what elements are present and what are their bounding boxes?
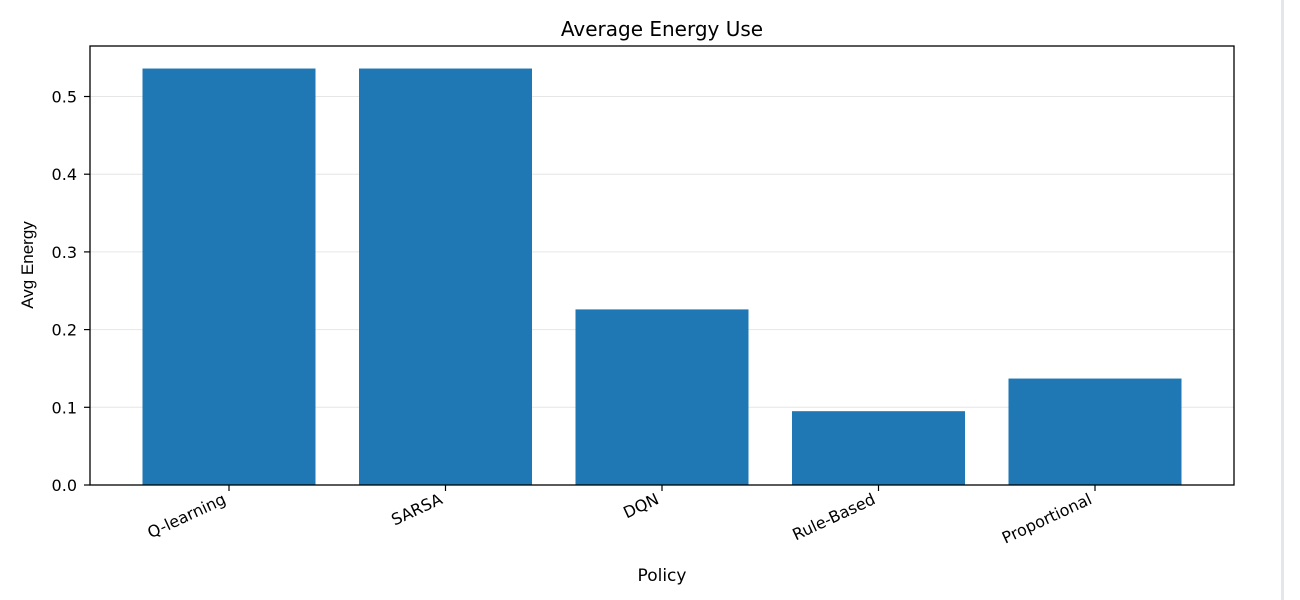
y-tick-label: 0.1 [52,398,77,417]
y-tick-label: 0.4 [52,165,77,184]
bar-q-learning [142,68,316,485]
y-tick-label: 0.2 [52,321,77,340]
y-tick-label: 0.0 [52,476,77,495]
bar-sarsa [359,68,532,485]
y-tick-label: 0.3 [52,243,77,262]
y-axis-label: Avg Energy [18,221,37,309]
bars [142,68,1182,485]
x-axis-label: Policy [638,566,687,586]
bar-rule-based [792,411,965,485]
y-tick-label: 0.5 [52,88,77,107]
window-right-edge [1281,0,1284,600]
y-axis-ticks: 0.0 0.1 0.2 0.3 0.4 0.5 [52,88,90,495]
chart-title: Average Energy Use [561,17,763,41]
bar-proportional [1008,378,1182,485]
bar-dqn [575,309,749,485]
